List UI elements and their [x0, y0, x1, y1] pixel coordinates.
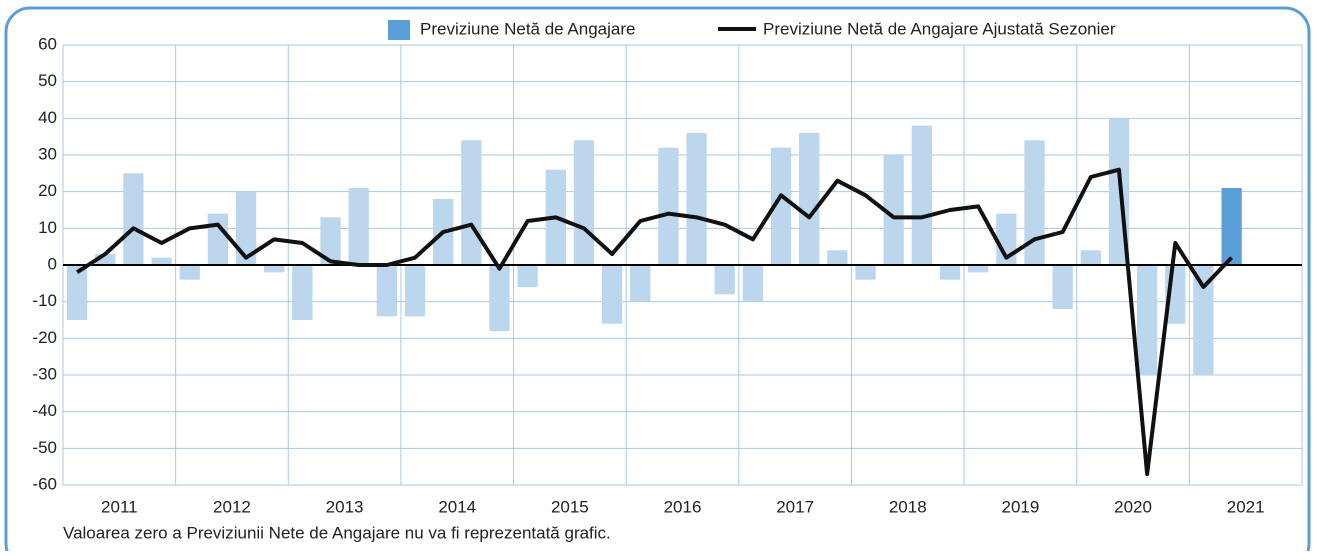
bar — [939, 265, 961, 280]
bar — [742, 265, 764, 302]
bar — [235, 191, 257, 265]
x-tick-label: 2017 — [776, 497, 814, 516]
y-tick-label: 50 — [38, 71, 57, 90]
y-tick-label: -40 — [32, 401, 57, 420]
bar — [770, 147, 792, 265]
x-tick-label: 2018 — [889, 497, 927, 516]
bar — [1080, 250, 1101, 265]
bar — [292, 265, 313, 320]
x-tick-label: 2012 — [213, 497, 251, 516]
bar — [1052, 265, 1073, 309]
x-tick-label: 2013 — [326, 497, 364, 516]
bar — [799, 133, 820, 265]
bar — [207, 213, 229, 265]
y-tick-label: -50 — [32, 438, 57, 457]
bar — [179, 265, 200, 280]
bar — [1024, 140, 1045, 265]
footnote: Valoarea zero a Previziunii Nete de Anga… — [63, 523, 611, 542]
bar — [630, 265, 651, 302]
y-tick-label: -10 — [32, 291, 57, 310]
legend-label: Previziune Netă de Angajare Ajustată Sez… — [763, 19, 1116, 38]
y-tick-label: -60 — [32, 474, 57, 493]
y-tick-label: 20 — [38, 181, 57, 200]
bar — [573, 140, 595, 265]
bar — [827, 250, 848, 265]
bar — [855, 265, 876, 280]
bar — [714, 265, 735, 295]
bar — [151, 257, 172, 265]
bar — [686, 133, 707, 265]
y-tick-label: 0 — [48, 254, 57, 273]
x-tick-label: 2020 — [1114, 497, 1152, 516]
bar — [883, 155, 904, 265]
bar — [601, 265, 623, 324]
bar — [123, 173, 144, 265]
bar — [264, 265, 285, 273]
bar — [461, 140, 482, 265]
bar — [376, 265, 397, 317]
bar — [658, 147, 679, 265]
bar — [348, 188, 369, 265]
x-tick-label: 2019 — [1001, 497, 1039, 516]
y-tick-label: 10 — [38, 218, 57, 237]
x-tick-label: 2014 — [438, 497, 476, 516]
bar — [66, 265, 88, 320]
y-tick-label: 40 — [38, 108, 57, 127]
x-tick-label: 2011 — [101, 497, 138, 516]
bar — [489, 265, 510, 331]
bar — [404, 265, 426, 317]
bar — [517, 265, 538, 287]
bar — [320, 217, 341, 265]
frame — [4, 6, 1311, 556]
bar — [1136, 265, 1158, 375]
bar — [968, 265, 989, 273]
y-tick-label: -30 — [32, 364, 57, 383]
line-series — [75, 167, 1234, 476]
y-tick-label: 30 — [38, 144, 57, 163]
legend-swatch — [388, 20, 410, 40]
bar — [1221, 188, 1242, 265]
legend-label: Previziune Netă de Angajare — [420, 19, 635, 38]
bar — [1193, 265, 1214, 375]
x-tick-label: 2021 — [1227, 497, 1265, 516]
x-tick-label: 2016 — [664, 497, 702, 516]
y-tick-label: 60 — [38, 34, 57, 53]
bar — [95, 254, 116, 265]
y-tick-label: -20 — [32, 328, 57, 347]
x-tick-label: 2015 — [551, 497, 589, 516]
bar — [911, 125, 932, 266]
